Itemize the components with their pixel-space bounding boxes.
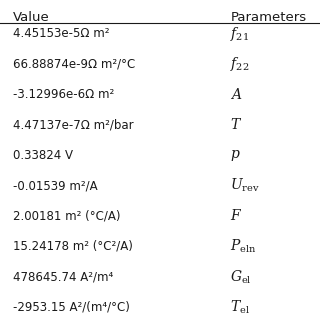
- Text: 0.33824 V: 0.33824 V: [13, 149, 73, 162]
- Text: $f_{22}$: $f_{22}$: [230, 55, 250, 73]
- Text: 478645.74 A²/m⁴: 478645.74 A²/m⁴: [13, 270, 113, 283]
- Text: $f_{21}$: $f_{21}$: [230, 25, 250, 43]
- Text: $A$: $A$: [230, 87, 243, 102]
- Text: 66.88874e-9Ω m²/°C: 66.88874e-9Ω m²/°C: [13, 58, 135, 70]
- Text: -3.12996e-6Ω m²: -3.12996e-6Ω m²: [13, 88, 114, 101]
- Text: 4.47137e-7Ω m²/bar: 4.47137e-7Ω m²/bar: [13, 118, 133, 131]
- Text: $p$: $p$: [230, 148, 241, 163]
- Text: Parameters: Parameters: [231, 11, 307, 24]
- Text: Value: Value: [13, 11, 50, 24]
- Text: -0.01539 m²/A: -0.01539 m²/A: [13, 179, 97, 192]
- Text: $T_{\mathrm{el}}$: $T_{\mathrm{el}}$: [230, 299, 250, 316]
- Text: $P_{\mathrm{eln}}$: $P_{\mathrm{eln}}$: [230, 238, 257, 255]
- Text: $F$: $F$: [230, 209, 243, 223]
- Text: -2953.15 A²/(m⁴/°C): -2953.15 A²/(m⁴/°C): [13, 301, 130, 314]
- Text: $G_{\mathrm{el}}$: $G_{\mathrm{el}}$: [230, 268, 252, 285]
- Text: $U_{\mathrm{rev}}$: $U_{\mathrm{rev}}$: [230, 177, 260, 194]
- Text: $T$: $T$: [230, 117, 243, 132]
- Text: 4.45153e-5Ω m²: 4.45153e-5Ω m²: [13, 27, 109, 40]
- Text: 15.24178 m² (°C²/A): 15.24178 m² (°C²/A): [13, 240, 133, 253]
- Text: 2.00181 m² (°C/A): 2.00181 m² (°C/A): [13, 210, 120, 222]
